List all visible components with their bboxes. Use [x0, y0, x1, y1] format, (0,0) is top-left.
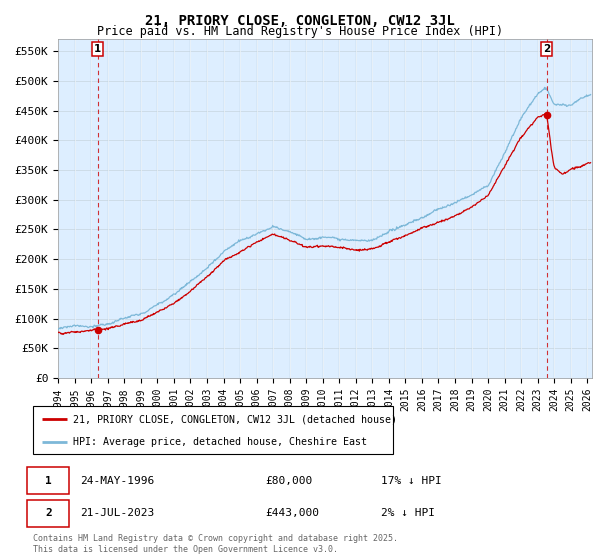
Text: 2% ↓ HPI: 2% ↓ HPI: [381, 508, 435, 518]
Text: £80,000: £80,000: [265, 476, 312, 486]
Text: 21-JUL-2023: 21-JUL-2023: [80, 508, 154, 518]
Text: Price paid vs. HM Land Registry's House Price Index (HPI): Price paid vs. HM Land Registry's House …: [97, 25, 503, 38]
Text: This data is licensed under the Open Government Licence v3.0.: This data is licensed under the Open Gov…: [33, 545, 338, 554]
Text: 21, PRIORY CLOSE, CONGLETON, CW12 3JL: 21, PRIORY CLOSE, CONGLETON, CW12 3JL: [145, 14, 455, 28]
Text: HPI: Average price, detached house, Cheshire East: HPI: Average price, detached house, Ches…: [73, 437, 367, 447]
Text: 2: 2: [543, 44, 550, 54]
Text: £443,000: £443,000: [265, 508, 319, 518]
Text: 1: 1: [45, 476, 52, 486]
Text: 17% ↓ HPI: 17% ↓ HPI: [381, 476, 442, 486]
Text: 24-MAY-1996: 24-MAY-1996: [80, 476, 154, 486]
Text: 21, PRIORY CLOSE, CONGLETON, CW12 3JL (detached house): 21, PRIORY CLOSE, CONGLETON, CW12 3JL (d…: [73, 414, 397, 424]
Text: 1: 1: [94, 44, 101, 54]
Text: Contains HM Land Registry data © Crown copyright and database right 2025.: Contains HM Land Registry data © Crown c…: [33, 534, 398, 543]
FancyBboxPatch shape: [28, 467, 69, 494]
Text: 2: 2: [45, 508, 52, 518]
FancyBboxPatch shape: [28, 500, 69, 527]
